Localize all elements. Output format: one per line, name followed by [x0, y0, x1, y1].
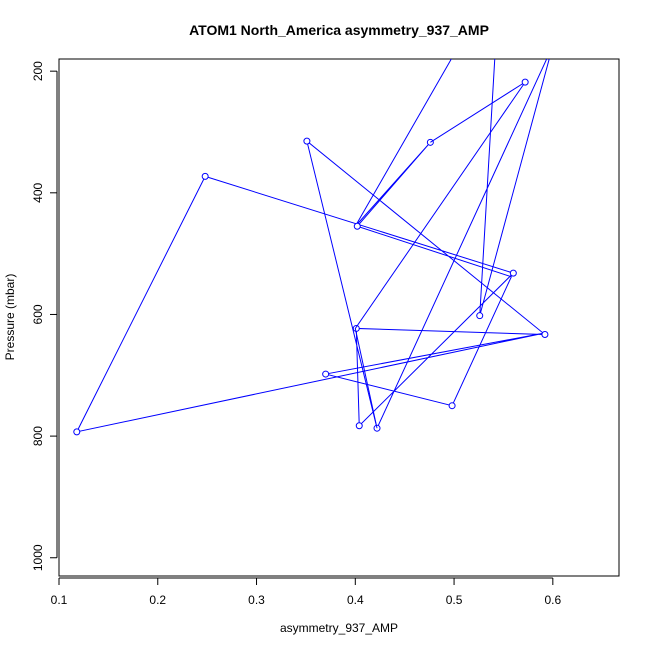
x-axis-label: asymmetry_937_AMP: [280, 621, 398, 635]
data-point: [303, 137, 311, 145]
y-tick-label: 200: [31, 61, 45, 81]
x-axis: 0.1 0.2 0.3 0.4 0.5 0.6: [51, 577, 561, 607]
data-point: [541, 331, 549, 339]
data-point: [353, 222, 361, 230]
data-point: [448, 402, 456, 410]
y-tick-label: 1000: [31, 544, 45, 571]
data-point: [73, 428, 81, 436]
data-point: [521, 78, 529, 86]
data-point: [201, 172, 209, 180]
plot-frame: [58, 58, 620, 577]
data-point: [322, 370, 330, 378]
x-tick-label: 0.3: [248, 593, 265, 607]
y-tick-label: 400: [31, 182, 45, 202]
y-axis: 200 400 600 800 1000: [31, 61, 58, 571]
y-tick-label: 600: [31, 304, 45, 324]
chart-title: ATOM1 North_America asymmetry_937_AMP: [189, 22, 489, 38]
x-tick-label: 0.2: [149, 593, 166, 607]
x-tick-label: 0.5: [446, 593, 463, 607]
series-layer: [73, 59, 550, 436]
data-point: [355, 422, 363, 430]
x-tick-label: 0.4: [347, 593, 364, 607]
data-point: [509, 269, 517, 277]
data-point: [476, 312, 484, 320]
x-tick-label: 0.6: [544, 593, 561, 607]
x-tick-label: 0.1: [51, 593, 68, 607]
series-line: [354, 81, 526, 429]
y-axis-label: Pressure (mbar): [3, 274, 17, 361]
y-tick-label: 800: [31, 426, 45, 446]
